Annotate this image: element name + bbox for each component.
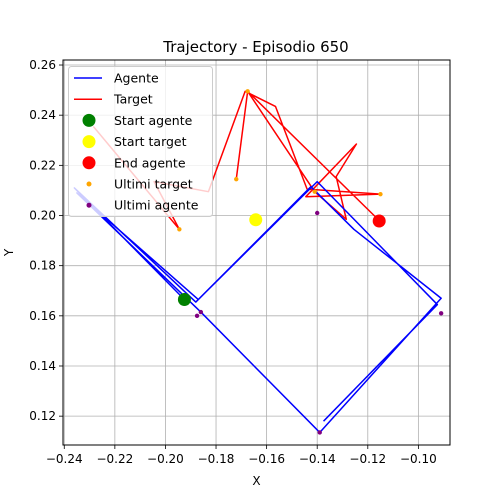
x-tick-label: −0.10 [400, 452, 437, 466]
last-agent-point [317, 430, 322, 435]
chart-title: Trajectory - Episodio 650 [162, 38, 348, 56]
x-tick-label: −0.24 [46, 452, 83, 466]
legend-frame [68, 66, 213, 217]
last-target-point [312, 189, 317, 194]
x-tick-label: −0.12 [349, 452, 386, 466]
x-axis-label: X [252, 474, 260, 488]
y-tick-label: 0.26 [29, 58, 56, 72]
plot-frame [62, 59, 451, 446]
x-tick-label: −0.20 [147, 452, 184, 466]
y-tick-label: 0.12 [29, 409, 56, 423]
y-tick-label: 0.14 [29, 359, 56, 373]
legend-start-target-swatch [82, 135, 96, 149]
last-agent-point [438, 311, 444, 316]
y-tick-label: 0.20 [29, 209, 56, 223]
legend-target-label: Target [113, 92, 153, 107]
x-tick-label: −0.22 [96, 452, 133, 466]
y-tick-label: 0.18 [29, 259, 56, 273]
legend-end-agent-label: End agente [114, 155, 186, 170]
legend-last-agent-swatch [86, 202, 92, 208]
last-agent-point [194, 313, 200, 319]
x-tick-label: −0.18 [198, 452, 235, 466]
x-tick-label: −0.14 [299, 452, 336, 466]
start-agent-marker [177, 293, 191, 307]
legend: Agente Target Start agente Start target End … [68, 66, 213, 217]
legend-agent-label: Agente [114, 71, 159, 86]
legend-start-agent-label: Start agente [114, 113, 193, 128]
last-target-point [177, 227, 182, 232]
legend-end-agent-swatch [82, 156, 96, 170]
y-axis-label: Y [2, 248, 16, 257]
legend-last-target-swatch [86, 181, 92, 187]
legend-start-agent-swatch [82, 113, 96, 127]
last-agent-point [198, 309, 204, 315]
legend-last-target-label: Ultimi target [114, 177, 193, 192]
legend-last-agent-label: Ultimi agente [114, 198, 199, 213]
last-target-point [378, 191, 383, 197]
y-tick-label: 0.22 [29, 158, 56, 172]
end-agent-marker [372, 214, 386, 228]
axis-ticks: −0.24 −0.22 −0.20 −0.18 −0.16 −0.14 −0.12 −0.10… [29, 58, 436, 466]
start-target-marker [249, 213, 263, 227]
x-tick-label: −0.16 [248, 452, 285, 466]
y-tick-label: 0.16 [29, 309, 56, 323]
legend-start-target-label: Start target [114, 134, 187, 149]
y-tick-label: 0.24 [29, 108, 56, 122]
last-target-point [245, 89, 250, 94]
last-target-point [234, 176, 239, 182]
last-agent-point [315, 210, 320, 216]
